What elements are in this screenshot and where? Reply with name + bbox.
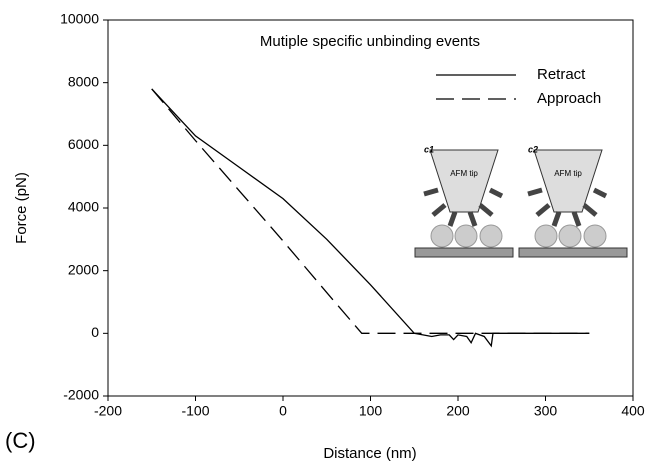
afm-tip bbox=[533, 149, 603, 213]
inset-tip-label: AFM tip bbox=[450, 169, 478, 178]
x-tick-label: 100 bbox=[359, 403, 383, 419]
bead bbox=[430, 224, 454, 248]
inset-panel: c1 AFM tip bbox=[414, 144, 514, 258]
y-tick-label: 4000 bbox=[68, 199, 99, 215]
bead bbox=[583, 224, 607, 248]
y-tick-label: -2000 bbox=[63, 387, 99, 403]
antibodies bbox=[527, 187, 608, 227]
y-tick-label: 6000 bbox=[68, 136, 99, 152]
x-tick-label: 0 bbox=[279, 403, 287, 419]
y-tick-label: 10000 bbox=[60, 11, 99, 27]
x-tick-label: 300 bbox=[534, 403, 558, 419]
legend-label: Retract bbox=[537, 66, 586, 83]
inset-tip-label: AFM tip bbox=[554, 169, 582, 178]
y-tick-label: 8000 bbox=[68, 73, 99, 89]
inset-panel: c2 AFM tip bbox=[518, 144, 628, 258]
x-tick-label: -200 bbox=[94, 403, 122, 419]
annotation: Mutiple specific unbinding events bbox=[260, 33, 480, 50]
panel-label: (C) bbox=[5, 428, 36, 453]
bead bbox=[558, 224, 582, 248]
x-axis-title: Distance (nm) bbox=[323, 445, 416, 462]
bead bbox=[479, 224, 503, 248]
y-axis-title: Force (pN) bbox=[13, 172, 30, 244]
antibodies bbox=[423, 187, 504, 227]
series-line bbox=[151, 88, 590, 348]
bead bbox=[534, 224, 558, 248]
legend-label: Approach bbox=[537, 90, 601, 107]
inset-label: c2 bbox=[528, 144, 538, 154]
substrate bbox=[518, 247, 628, 258]
y-tick-label: 2000 bbox=[68, 261, 99, 277]
substrate bbox=[414, 247, 514, 258]
y-tick-label: 0 bbox=[91, 324, 99, 340]
series-line bbox=[151, 88, 590, 334]
x-tick-label: 400 bbox=[621, 403, 645, 419]
inset-label: c1 bbox=[424, 144, 434, 154]
x-tick-label: 200 bbox=[446, 403, 470, 419]
x-tick-label: -100 bbox=[181, 403, 209, 419]
afm-tip bbox=[429, 149, 499, 213]
bead bbox=[454, 224, 478, 248]
inset: c1 AFM tip c2 AFM tip bbox=[414, 144, 628, 258]
